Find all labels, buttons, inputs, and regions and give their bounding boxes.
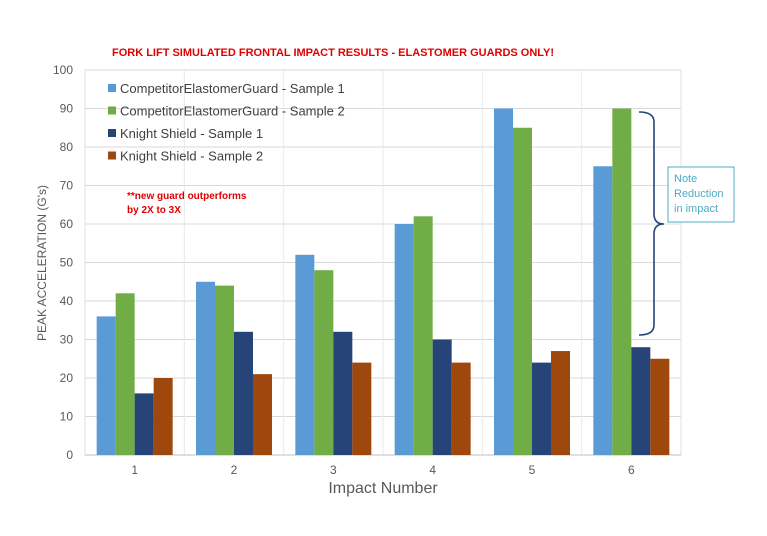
bar: [295, 254, 315, 455]
y-tick-label: 0: [66, 448, 73, 462]
x-tick-label: 6: [628, 463, 635, 477]
bar: [333, 331, 353, 455]
y-tick-label: 80: [60, 140, 74, 154]
y-tick-label: 30: [60, 333, 74, 347]
bar: [612, 108, 632, 455]
bar: [134, 393, 154, 455]
legend-label: CompetitorElastomerGuard - Sample 2: [120, 104, 345, 119]
y-axis-title: PEAK ACCELERATION (G's): [35, 185, 49, 341]
callout-box: [667, 166, 735, 223]
annotation-note: in impact: [674, 203, 718, 215]
bar: [153, 378, 173, 455]
bar: [432, 339, 452, 455]
annotation-outperform: by 2X to 3X: [127, 205, 181, 216]
bar: [234, 331, 253, 455]
legend-swatch: [108, 151, 116, 160]
chart-title: FORK LIFT SIMULATED FRONTAL IMPACT RESUL…: [112, 47, 554, 59]
x-axis-title: Impact Number: [328, 480, 438, 497]
bar: [215, 285, 234, 455]
bar: [314, 270, 334, 455]
y-tick-label: 10: [60, 410, 74, 424]
annotation-note: Note: [674, 173, 697, 185]
bar: [532, 362, 551, 455]
bar: [650, 358, 670, 455]
y-tick-label: 100: [53, 63, 73, 77]
bar: [413, 216, 433, 455]
bar: [253, 374, 272, 455]
bar: [513, 127, 532, 455]
bar: [631, 347, 651, 455]
bar: [494, 108, 513, 455]
bar: [115, 293, 135, 455]
bar: [593, 166, 613, 455]
y-tick-label: 60: [60, 217, 74, 231]
legend-label: Knight Shield - Sample 1: [120, 126, 263, 141]
annotation-outperform: **new guard outperforms: [127, 191, 247, 202]
bar: [352, 362, 372, 455]
bar: [451, 362, 471, 455]
y-tick-label: 90: [60, 102, 74, 116]
legend-swatch: [108, 129, 116, 137]
y-tick-label: 20: [60, 371, 74, 385]
curly-brace: [638, 111, 665, 336]
bar: [196, 281, 215, 455]
x-tick-label: 5: [529, 463, 536, 477]
bar: [96, 316, 116, 455]
x-tick-label: 3: [330, 463, 337, 477]
y-tick-label: 50: [60, 256, 74, 270]
legend-swatch: [108, 106, 116, 115]
x-tick-label: 2: [231, 463, 238, 477]
y-tick-label: 40: [60, 294, 74, 308]
x-tick-label: 1: [131, 463, 138, 477]
legend-swatch: [108, 84, 116, 92]
y-tick-label: 70: [60, 179, 74, 193]
x-tick-label: 4: [429, 463, 436, 477]
annotation-note: Reduction: [674, 188, 724, 200]
legend-label: CompetitorElastomerGuard - Sample 1: [120, 81, 345, 96]
bar: [551, 351, 570, 455]
legend-label: Knight Shield - Sample 2: [120, 149, 263, 164]
bar: [394, 224, 414, 455]
